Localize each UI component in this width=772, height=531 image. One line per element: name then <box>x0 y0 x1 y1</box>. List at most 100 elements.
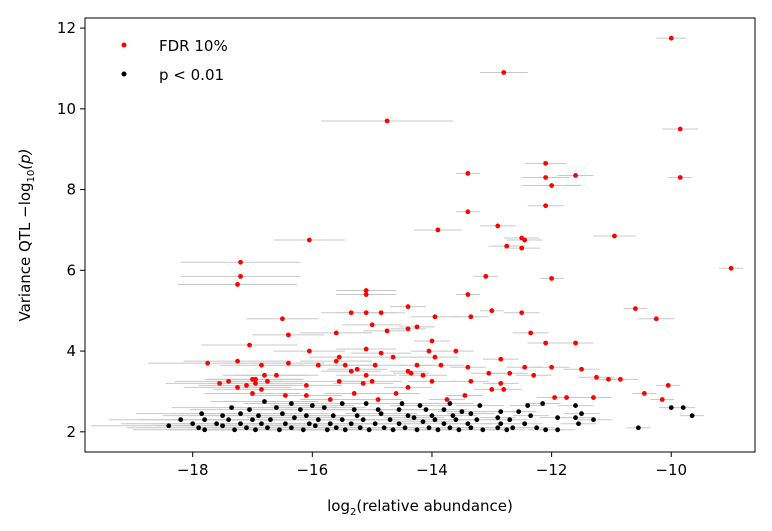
point-fdr <box>549 364 555 370</box>
point-p <box>327 421 333 427</box>
point-fdr <box>303 393 309 398</box>
point-p <box>220 423 225 429</box>
point-fdr <box>420 372 426 378</box>
point-p <box>423 407 429 413</box>
point-fdr <box>435 227 441 233</box>
point-fdr <box>408 370 414 376</box>
point-fdr <box>543 340 549 346</box>
point-fdr <box>486 370 492 376</box>
point-fdr <box>280 316 285 322</box>
legend: FDR 10% p < 0.01 <box>121 37 228 84</box>
point-p <box>312 423 318 429</box>
point-fdr <box>659 397 665 402</box>
point-fdr <box>498 356 504 362</box>
point-fdr <box>274 372 279 378</box>
point-fdr <box>665 382 671 388</box>
point-p <box>363 401 369 406</box>
point-fdr <box>384 328 390 334</box>
point-fdr <box>253 376 258 382</box>
point-fdr <box>247 342 252 348</box>
point-fdr <box>519 310 525 316</box>
point-fdr <box>342 362 348 368</box>
point-p <box>540 401 546 406</box>
point-fdr <box>414 362 420 368</box>
point-p <box>525 403 531 408</box>
point-p <box>315 417 321 423</box>
point-p <box>417 403 423 408</box>
x-axis-label-prefix: log <box>327 497 350 515</box>
point-fdr <box>369 322 375 328</box>
point-p <box>543 427 549 433</box>
point-p <box>303 413 309 419</box>
y-tick-label: 2 <box>66 423 76 441</box>
point-fdr <box>414 324 420 330</box>
point-fdr <box>531 372 537 378</box>
point-p <box>381 425 387 431</box>
point-p <box>498 421 504 427</box>
point-p <box>591 417 596 423</box>
point-p <box>202 427 208 433</box>
point-fdr <box>265 378 270 384</box>
point-fdr <box>226 378 231 384</box>
point-fdr <box>573 340 578 346</box>
point-fdr <box>444 397 450 402</box>
point-p <box>468 411 474 417</box>
x-tick-label: −10 <box>655 461 687 479</box>
point-fdr <box>285 360 291 366</box>
point-fdr <box>360 380 366 386</box>
point-fdr <box>205 360 211 366</box>
y-tick-label: 8 <box>66 181 76 199</box>
point-fdr <box>336 378 342 384</box>
x-tick-label: −16 <box>296 461 328 479</box>
point-p <box>274 405 279 410</box>
point-p <box>357 425 363 431</box>
point-p <box>429 413 435 419</box>
point-p <box>465 421 471 427</box>
point-fdr <box>235 282 240 287</box>
point-fdr <box>483 273 489 279</box>
point-fdr <box>253 380 258 386</box>
point-fdr <box>235 385 240 390</box>
point-p <box>339 417 345 423</box>
point-p <box>480 427 486 433</box>
legend-marker-p <box>121 71 127 77</box>
point-fdr <box>489 387 495 392</box>
x-tick-label: −14 <box>416 461 448 479</box>
point-fdr <box>549 276 555 281</box>
point-p <box>453 417 459 423</box>
x-axis-label-subscript: 2 <box>350 507 356 518</box>
point-p <box>555 427 560 433</box>
point-p <box>280 411 285 417</box>
legend-label-fdr: FDR 10% <box>159 37 228 55</box>
point-fdr <box>543 203 549 209</box>
point-p <box>522 421 528 427</box>
point-fdr <box>465 364 471 370</box>
point-fdr <box>405 304 411 310</box>
point-p <box>495 415 501 421</box>
point-fdr <box>336 354 342 360</box>
point-fdr <box>594 374 599 380</box>
point-p <box>244 425 249 431</box>
point-fdr <box>432 314 438 320</box>
point-fdr <box>327 397 333 402</box>
point-fdr <box>573 173 578 178</box>
y-axis-label-prefix: Variance QTL −log <box>16 182 34 321</box>
point-p <box>333 425 339 431</box>
point-p <box>259 421 264 427</box>
y-tick-label: 12 <box>57 19 76 37</box>
point-p <box>199 411 205 417</box>
point-p <box>375 407 381 413</box>
point-fdr <box>285 332 291 338</box>
point-fdr <box>501 387 507 392</box>
point-fdr <box>378 310 384 316</box>
point-p <box>450 413 456 419</box>
point-fdr <box>641 391 647 396</box>
point-fdr <box>363 346 369 352</box>
point-p <box>414 427 420 433</box>
point-fdr <box>519 245 525 251</box>
point-fdr <box>303 382 309 388</box>
point-p <box>324 427 330 433</box>
point-p <box>510 425 516 431</box>
point-p <box>579 411 584 417</box>
point-p <box>348 421 354 427</box>
